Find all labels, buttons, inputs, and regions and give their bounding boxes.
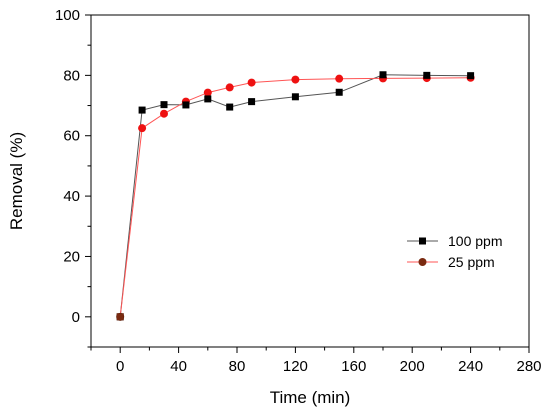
x-tick-label: 120 [283,358,308,375]
x-tick-label: 0 [116,358,124,375]
series-layer [116,71,475,321]
series-line-0 [119,74,471,317]
data-point-square [160,101,168,109]
data-point-square [226,103,234,111]
x-tick-label: 80 [229,358,246,375]
legend: 100 ppm 25 ppm [407,233,502,270]
x-tick-label: 280 [516,358,541,375]
x-tick-label: 40 [170,358,187,375]
y-tick-label: 40 [63,188,80,205]
data-point-square [335,88,343,96]
data-point-square [204,95,212,103]
data-point-circle [138,124,147,133]
data-point-origin [116,313,124,321]
y-tick-label: 80 [63,67,80,84]
data-point-square [138,106,146,114]
axes: 0 40 80 120 160 200 240 280 0 20 40 60 80 100 [55,7,542,375]
data-point-circle [291,75,300,84]
x-tick-label: 240 [458,358,483,375]
data-point-circle [225,83,234,92]
y-tick-label: 100 [55,7,80,24]
legend-marker-circle [418,258,427,266]
data-point-circle [335,74,344,83]
data-point-square [467,72,475,80]
plot-area [90,14,530,348]
legend-marker-square [419,237,426,245]
y-tick-label: 60 [63,128,80,145]
data-point-circle [247,78,256,87]
data-point-circle [203,88,212,97]
series-line-1 [119,77,471,317]
y-axis-title: Removal (%) [7,132,26,230]
y-tick-label: 20 [63,248,80,265]
x-tick-label: 200 [400,358,425,375]
data-point-square [379,71,387,79]
data-point-circle [160,109,168,118]
data-point-square [248,98,256,106]
data-point-square [423,71,431,79]
legend-label-0: 100 ppm [448,233,502,249]
x-tick-label: 160 [341,358,366,375]
x-axis-title: Time (min) [270,388,351,407]
plot-frame [90,14,530,348]
y-tick-label: 0 [72,309,80,326]
data-point-square [182,101,190,109]
data-point-square [291,93,299,101]
legend-label-1: 25 ppm [448,254,495,270]
